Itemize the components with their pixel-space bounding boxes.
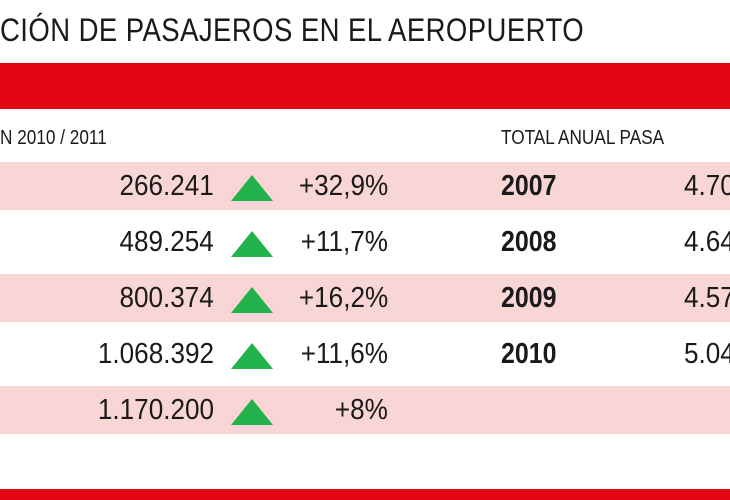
percent-change: +32,9% (298, 170, 388, 202)
left-section-header: N 2010 / 2011 (0, 127, 107, 149)
percent-change: +8% (335, 394, 388, 426)
up-arrow-icon (231, 343, 273, 369)
up-arrow-icon (231, 399, 273, 425)
up-arrow-icon (231, 231, 273, 257)
bottom-rule (0, 489, 730, 500)
annual-total: 4.57 (684, 282, 730, 314)
passenger-count: 1.170.200 (97, 394, 214, 426)
page-title: CIÓN DE PASAJEROS EN EL AEROPUERTO (0, 12, 585, 48)
table-row: 1.068.392 +11,6% 2010 5.04 (0, 330, 730, 378)
data-table: 266.241 +32,9% 2007 4.70 489.254 +11,7% … (0, 162, 730, 442)
passenger-count: 489.254 (119, 226, 214, 258)
passenger-count: 266.241 (119, 170, 214, 202)
percent-change: +16,2% (298, 282, 388, 314)
header-band (0, 63, 730, 109)
passenger-count: 800.374 (119, 282, 214, 314)
annual-total: 5.04 (684, 338, 730, 370)
up-arrow-icon (231, 287, 273, 313)
percent-change: +11,6% (300, 338, 388, 370)
table-row: 266.241 +32,9% 2007 4.70 (0, 162, 730, 210)
annual-total: 4.64 (684, 226, 730, 258)
year-label: 2010 (501, 338, 557, 370)
right-section-header: TOTAL ANUAL PASA (501, 127, 665, 149)
up-arrow-icon (231, 175, 273, 201)
table-row: 489.254 +11,7% 2008 4.64 (0, 218, 730, 266)
percent-change: +11,7% (300, 226, 388, 258)
table-row: 800.374 +16,2% 2009 4.57 (0, 274, 730, 322)
passenger-count: 1.068.392 (97, 338, 214, 370)
year-label: 2008 (501, 226, 557, 258)
year-label: 2007 (501, 170, 557, 202)
year-label: 2009 (501, 282, 557, 314)
annual-total: 4.70 (684, 170, 730, 202)
table-row: 1.170.200 +8% (0, 386, 730, 434)
